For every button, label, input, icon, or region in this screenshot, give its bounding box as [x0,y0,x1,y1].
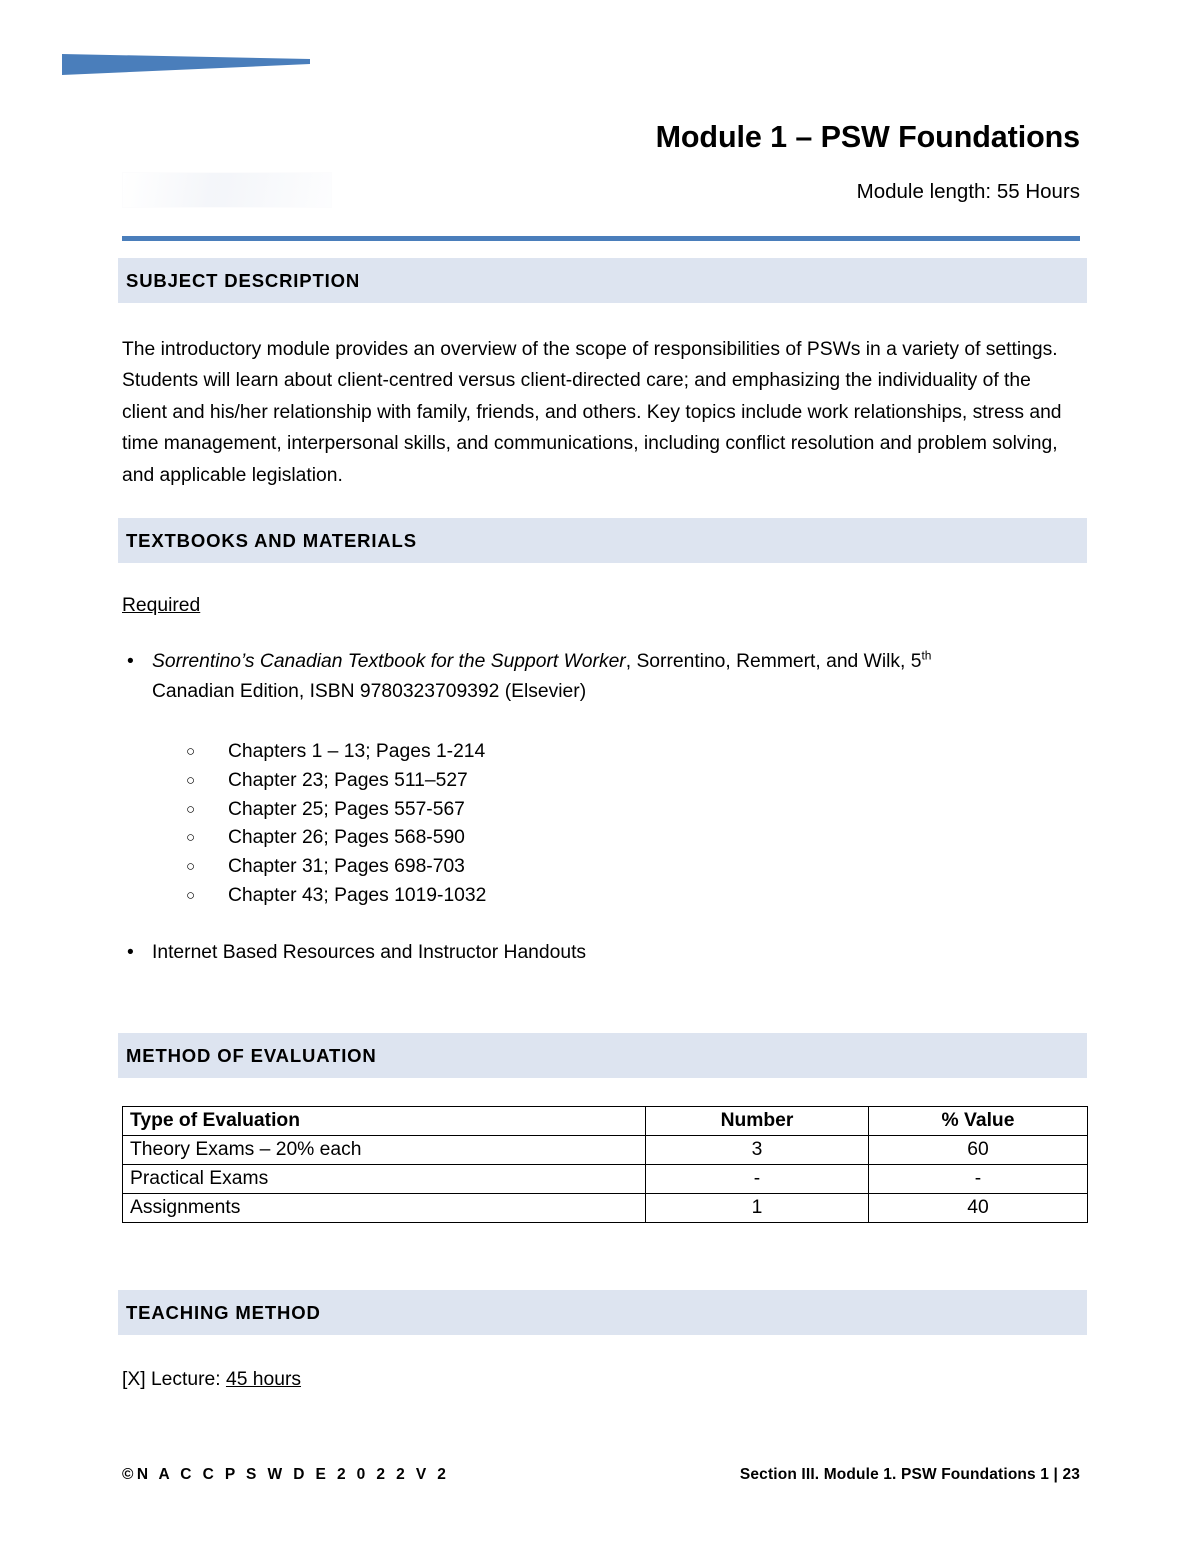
cell-evaluation-number: 1 [645,1193,869,1223]
column-header-value: % Value [868,1106,1088,1136]
lecture-checkbox-marker: [X] [122,1369,146,1390]
list-item: ○ Chapter 26; Pages 568-590 [186,824,886,853]
list-item: ○ Chapters 1 – 13; Pages 1-214 [186,738,886,767]
required-subheading-label: Required [122,595,201,616]
footer-copyright: ©N A C C P S W D E 2 0 2 2 V 2 [122,1466,450,1483]
section-heading-subject-description: SUBJECT DESCRIPTION [126,269,361,291]
cell-evaluation-type: Practical Exams [122,1164,646,1194]
cell-evaluation-type: Theory Exams – 20% each [122,1135,646,1165]
section-band-evaluation: METHOD OF EVALUATION [118,1033,1087,1078]
cell-evaluation-number: 3 [645,1135,869,1165]
section-band-subject-description: SUBJECT DESCRIPTION [118,258,1087,303]
cell-evaluation-value: 40 [868,1193,1088,1223]
header-divider-rule [122,236,1080,241]
column-header-type: Type of Evaluation [122,1106,646,1136]
bullet-dot-icon: • [127,942,134,963]
document-header: Module 1 – PSW Foundations Module length… [122,120,1081,205]
header-wedge-decoration [62,47,310,83]
evaluation-table: Type of Evaluation Number % Value Theory… [122,1106,1088,1223]
lecture-label: Lecture: [150,1369,221,1390]
list-item: ○ Chapter 25; Pages 557-567 [186,796,886,825]
cell-evaluation-type: Assignments [122,1193,646,1223]
subject-description-body: The introductory module provides an over… [122,339,1062,486]
chapter-reading-label: Chapter 31; Pages 698-703 [228,856,465,878]
chapter-readings-list: ○ Chapters 1 – 13; Pages 1-214 ○ Chapter… [186,738,886,911]
section-heading-evaluation: METHOD OF EVALUATION [126,1044,377,1066]
section-heading-teaching-method: TEACHING METHOD [126,1301,321,1323]
hollow-bullet-icon: ○ [186,771,196,789]
table-row: Assignments 1 40 [122,1193,1088,1223]
hollow-bullet-icon: ○ [186,886,196,904]
table-row: Theory Exams – 20% each 3 60 [122,1135,1088,1165]
page-footer: ©N A C C P S W D E 2 0 2 2 V 2 Section I… [122,1466,1080,1492]
lecture-hours-value: 45 hours [225,1369,302,1390]
list-item: ○ Chapter 23; Pages 511–527 [186,767,886,796]
chapter-reading-label: Chapter 23; Pages 511–527 [228,769,468,791]
list-item-primary-textbook: • Sorrentino’s Canadian Textbook for the… [122,647,1080,707]
textbook-authors: , Sorrentino, Remmert, and Wilk, 5 [625,651,922,672]
module-length-subtitle: Module length: 55 Hours [856,179,1080,203]
faint-watermark-shape [122,172,332,208]
hollow-bullet-icon: ○ [186,829,196,847]
hollow-bullet-icon: ○ [186,858,196,876]
textbook-title-italic: Sorrentino’s Canadian Textbook for the S… [152,651,626,672]
table-header-row: Type of Evaluation Number % Value [122,1106,1088,1136]
footer-section-reference: Section III. Module 1. PSW Foundations 1… [739,1466,1080,1483]
chapter-reading-label: Chapter 26; Pages 568-590 [228,827,465,849]
column-header-number: Number [645,1106,869,1136]
chapter-reading-label: Chapter 43; Pages 1019-1032 [228,884,487,906]
section-band-textbooks: TEXTBOOKS AND MATERIALS [118,518,1087,563]
bullet-dot-icon: • [127,651,134,672]
hollow-bullet-icon: ○ [186,800,196,818]
textbook-edition-isbn: Canadian Edition, ISBN 9780323709392 (El… [152,681,587,702]
list-item: ○ Chapter 31; Pages 698-703 [186,853,886,882]
page-title: Module 1 – PSW Foundations [655,120,1081,154]
section-band-teaching-method: TEACHING METHOD [118,1290,1087,1335]
internet-resources-label: Internet Based Resources and Instructor … [152,942,587,963]
section-heading-textbooks: TEXTBOOKS AND MATERIALS [126,529,417,551]
table-row: Practical Exams - - [122,1164,1088,1194]
list-item-internet-resources: • Internet Based Resources and Instructo… [122,938,1080,968]
chapter-reading-label: Chapter 25; Pages 557-567 [228,798,465,820]
teaching-method-lecture-line: [X] Lecture: 45 hours [122,1366,301,1394]
cell-evaluation-value: - [868,1164,1088,1194]
cell-evaluation-number: - [645,1164,869,1194]
hollow-bullet-icon: ○ [186,743,196,760]
cell-evaluation-value: 60 [868,1135,1088,1165]
required-subheading: Required [122,592,200,620]
list-item: ○ Chapter 43; Pages 1019-1032 [186,882,886,911]
chapter-reading-label: Chapters 1 – 13; Pages 1-214 [228,741,486,762]
edition-ordinal-suffix: th [921,648,932,663]
